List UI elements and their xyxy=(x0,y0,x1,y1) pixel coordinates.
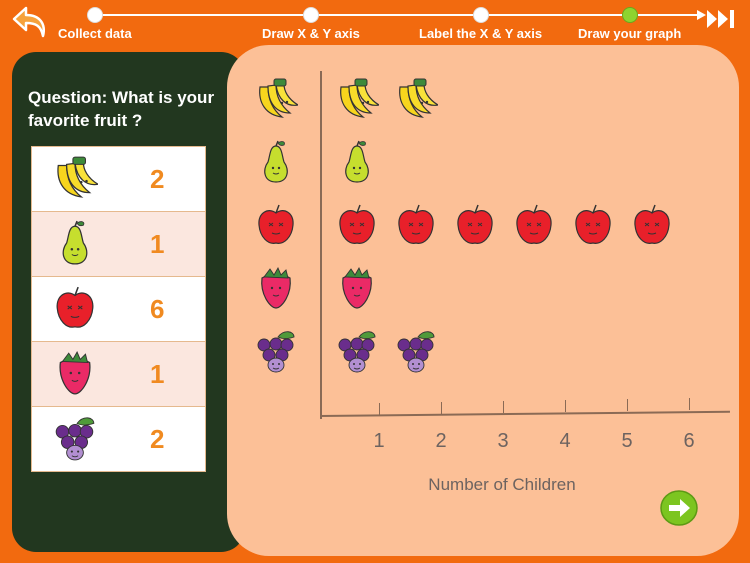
pictograph-apple-mark[interactable] xyxy=(335,203,379,252)
pictograph-grapes-mark[interactable] xyxy=(394,329,438,378)
step-dot-active xyxy=(621,7,638,23)
x-tick-label: 1 xyxy=(373,430,385,452)
x-tick-label: 4 xyxy=(559,430,571,452)
fruit-count: 1 xyxy=(150,359,165,389)
fruit-count: 2 xyxy=(150,164,165,194)
pictograph-strawberry-mark[interactable] xyxy=(335,266,379,315)
category-pear-icon xyxy=(254,140,298,189)
pictograph-apple-mark[interactable] xyxy=(630,203,674,252)
pictograph-grapes-mark[interactable] xyxy=(335,329,379,378)
step-label: Collect data xyxy=(58,26,132,41)
step-progress-line xyxy=(88,10,706,20)
step-collect-data[interactable]: Collect data xyxy=(58,7,132,41)
next-arrow-icon[interactable] xyxy=(660,490,698,526)
step-label: Label the X & Y axis xyxy=(419,26,543,41)
question-text: Question: What is your favorite fruit ? xyxy=(28,88,215,130)
x-tick xyxy=(441,402,442,414)
pictograph-banana-mark[interactable] xyxy=(394,77,440,126)
step-dot xyxy=(472,7,489,23)
x-tick-label: 3 xyxy=(497,430,509,452)
table-row: 2 xyxy=(32,407,205,471)
question-panel: Question: What is your favorite fruit ? … xyxy=(12,52,245,552)
x-tick xyxy=(503,401,504,413)
graph-area: Number of Children 1 2 3 4 5 6 xyxy=(227,45,739,556)
y-axis xyxy=(320,71,322,419)
pictograph-apple-mark[interactable] xyxy=(453,203,497,252)
x-tick-label: 5 xyxy=(621,430,633,452)
x-tick-label: 6 xyxy=(683,430,695,452)
pictograph-apple-mark[interactable] xyxy=(394,203,438,252)
category-apple-icon xyxy=(254,203,298,252)
x-tick xyxy=(689,398,690,410)
step-draw-graph[interactable]: Draw your graph xyxy=(578,7,681,41)
x-axis xyxy=(319,410,730,417)
step-label: Draw your graph xyxy=(578,26,682,41)
fruit-count: 6 xyxy=(150,294,165,324)
fast-forward-icon[interactable] xyxy=(706,8,742,30)
pictograph-apple-mark[interactable] xyxy=(571,203,615,252)
x-tick-label: 2 xyxy=(435,430,447,452)
step-draw-axis[interactable]: Draw X & Y axis xyxy=(262,7,360,41)
step-dot xyxy=(86,7,103,23)
pictograph-apple-mark[interactable] xyxy=(512,203,556,252)
table-row: 1 xyxy=(32,342,205,407)
table-row: 2 xyxy=(32,147,205,212)
table-row: 1 xyxy=(32,212,205,277)
fruit-count: 1 xyxy=(150,229,165,259)
fruit-count: 2 xyxy=(150,424,165,454)
x-tick xyxy=(379,403,380,415)
x-axis-label: Number of Children xyxy=(428,475,576,494)
top-bar: Collect data Draw X & Y axis Label the X… xyxy=(0,0,750,46)
x-tick xyxy=(627,399,628,411)
category-strawberry-icon xyxy=(254,266,298,315)
tally-table: 2 1 6 1 2 xyxy=(31,146,206,472)
pictograph-pear-mark[interactable] xyxy=(335,140,379,189)
step-label: Draw X & Y axis xyxy=(262,26,360,41)
step-label-axis[interactable]: Label the X & Y axis xyxy=(419,7,542,41)
pictograph-banana-mark[interactable] xyxy=(335,77,381,126)
table-row: 6 xyxy=(32,277,205,342)
step-dot xyxy=(302,7,319,23)
category-banana-icon xyxy=(254,77,300,126)
category-grapes-icon xyxy=(254,329,298,378)
back-arrow-icon[interactable] xyxy=(8,2,52,42)
x-tick xyxy=(565,400,566,412)
